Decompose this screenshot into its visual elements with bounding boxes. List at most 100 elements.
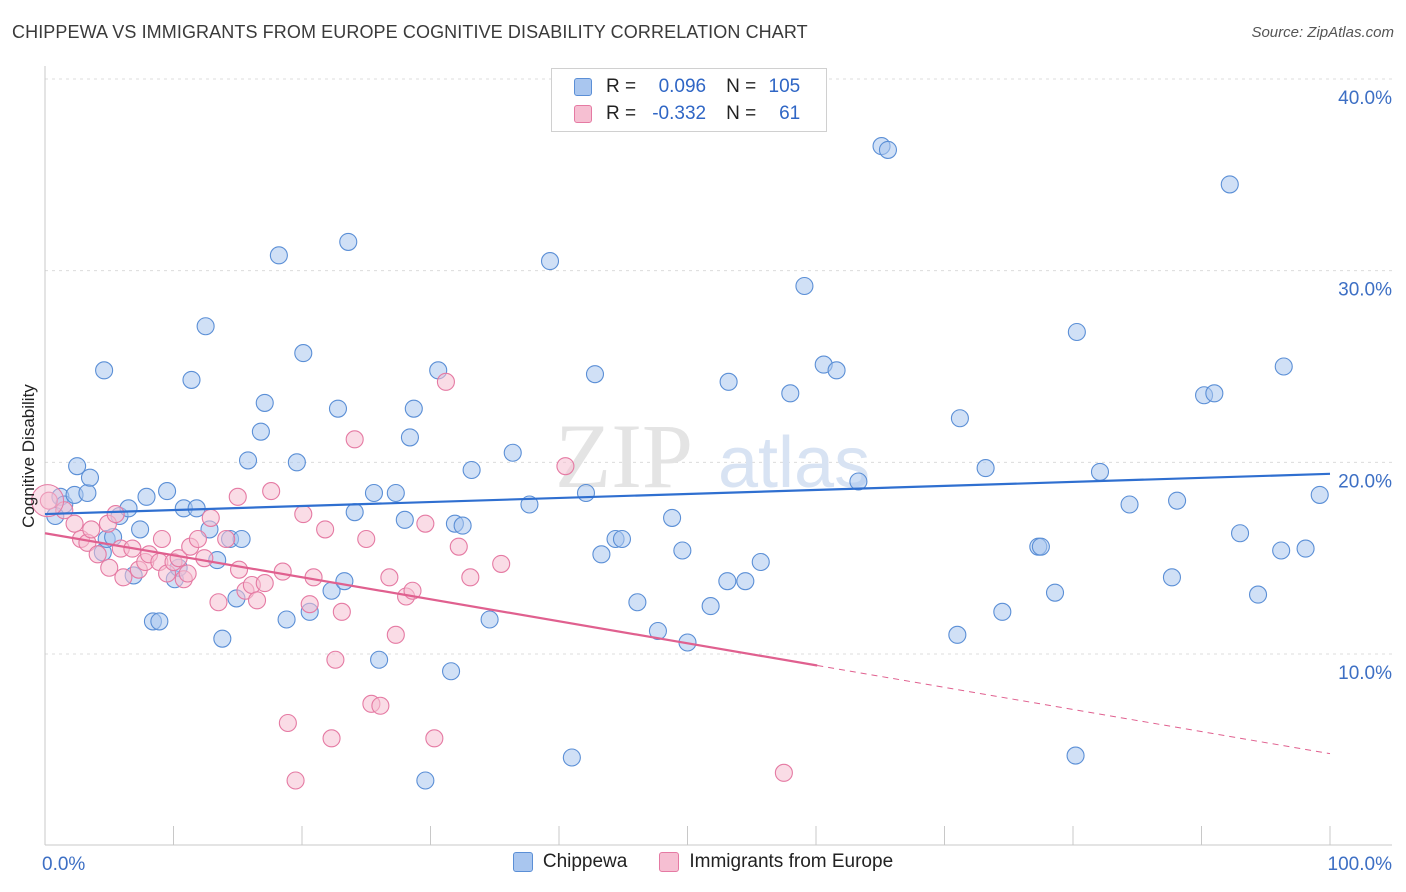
data-point <box>736 572 755 591</box>
data-point <box>718 572 737 591</box>
y-tick-label: 30.0% <box>1338 280 1392 301</box>
data-point <box>278 713 297 733</box>
data-point <box>878 140 898 159</box>
data-point <box>68 457 87 476</box>
data-point <box>436 372 455 391</box>
bottom-legend-label: Immigrants from Europe <box>689 851 894 872</box>
data-point <box>663 508 682 527</box>
legend-swatch-chippewa <box>574 78 592 96</box>
data-point <box>209 593 228 612</box>
bottom-legend-swatch-immigrants-from-europe <box>659 852 680 872</box>
data-point <box>520 495 539 514</box>
data-point <box>255 393 274 412</box>
y-axis-label: Cognitive Disability <box>19 384 38 528</box>
data-point <box>300 595 319 614</box>
data-point <box>131 520 150 539</box>
data-point <box>178 564 197 583</box>
bottom-legend: Chippewa Immigrants from Europe <box>0 851 1406 873</box>
y-tick-label: 20.0% <box>1338 471 1392 492</box>
data-point <box>386 483 405 503</box>
data-point <box>228 487 247 506</box>
legend-row-chippewa: R = 0.096 N = 105 <box>574 74 800 100</box>
data-point <box>370 650 389 669</box>
data-point <box>322 729 341 748</box>
data-point <box>449 537 468 556</box>
data-point <box>503 443 522 462</box>
data-point <box>425 729 444 748</box>
data-point <box>364 483 384 503</box>
data-point <box>1066 746 1085 765</box>
data-point <box>328 399 348 418</box>
data-point <box>719 372 738 391</box>
data-point <box>1272 541 1291 560</box>
data-point <box>294 505 313 524</box>
axes <box>44 66 1392 846</box>
data-point <box>556 457 575 476</box>
legend-box: R = 0.096 N = 105 R = -0.332 N = 61 <box>551 68 827 132</box>
data-point <box>416 771 435 790</box>
data-point <box>232 529 251 549</box>
chart-title: CHIPPEWA VS IMMIGRANTS FROM EUROPE COGNI… <box>12 22 808 42</box>
trend-line <box>44 532 818 667</box>
x-tick-label: 0.0% <box>42 854 85 875</box>
data-point <box>1031 537 1050 556</box>
data-point <box>229 560 249 579</box>
data-point <box>492 554 511 573</box>
data-point <box>1248 585 1268 604</box>
data-point <box>217 529 236 549</box>
watermark-zip: ZIP <box>555 405 693 507</box>
data-point <box>286 771 305 790</box>
bottom-legend-immigrants-from-europe: Immigrants from Europe <box>659 851 893 873</box>
tick-labels: 10.0% 20.0% 30.0% 40.0% 0.0% 100.0% <box>42 88 1392 875</box>
data-point <box>462 460 481 480</box>
data-point <box>1120 495 1139 514</box>
legend-n-value: 105 <box>768 76 801 97</box>
data-point <box>1205 384 1224 403</box>
data-point <box>827 361 846 380</box>
data-point <box>152 529 171 549</box>
data-point <box>1231 524 1250 543</box>
data-point <box>562 748 581 767</box>
data-point <box>480 610 499 629</box>
legend-r-label: R = <box>606 103 637 124</box>
data-point <box>648 621 667 641</box>
data-point <box>196 317 215 336</box>
legend-row-immigrants-from-europe: R = -0.332 N = 61 <box>574 101 800 127</box>
data-point <box>849 472 868 491</box>
trend-line <box>44 472 1331 516</box>
data-point <box>238 451 258 470</box>
data-point <box>1168 491 1187 510</box>
data-point <box>576 483 596 503</box>
data-point <box>339 232 358 251</box>
data-point <box>273 562 292 581</box>
x-tick-label: 100.0% <box>1328 854 1393 875</box>
grid-lines <box>45 78 1392 655</box>
legend-swatch-immigrants-from-europe <box>574 105 592 123</box>
legend-r-label: R = <box>606 76 637 97</box>
data-point <box>345 503 364 522</box>
legend-n-label: N = <box>726 103 757 124</box>
data-point <box>80 468 100 487</box>
data-point <box>262 482 281 501</box>
data-point <box>1296 539 1315 558</box>
data-point <box>247 591 267 610</box>
data-point <box>453 516 472 535</box>
data-point <box>976 459 995 478</box>
bottom-legend-label: Chippewa <box>542 851 628 872</box>
data-point <box>585 365 605 384</box>
data-point <box>65 514 84 533</box>
y-tick-label: 40.0% <box>1338 88 1392 109</box>
data-point <box>442 662 461 681</box>
y-tick-label: 10.0% <box>1338 663 1392 684</box>
data-point <box>78 483 97 503</box>
data-point <box>345 430 364 449</box>
data-point <box>751 552 770 572</box>
bottom-legend-swatch-chippewa <box>512 852 533 872</box>
trend-line-extension <box>817 665 1331 755</box>
trend-lines <box>44 472 1331 755</box>
data-point <box>277 610 296 629</box>
legend-r-value: 0.096 <box>658 76 707 97</box>
data-point <box>400 428 419 447</box>
data-point <box>781 384 800 403</box>
